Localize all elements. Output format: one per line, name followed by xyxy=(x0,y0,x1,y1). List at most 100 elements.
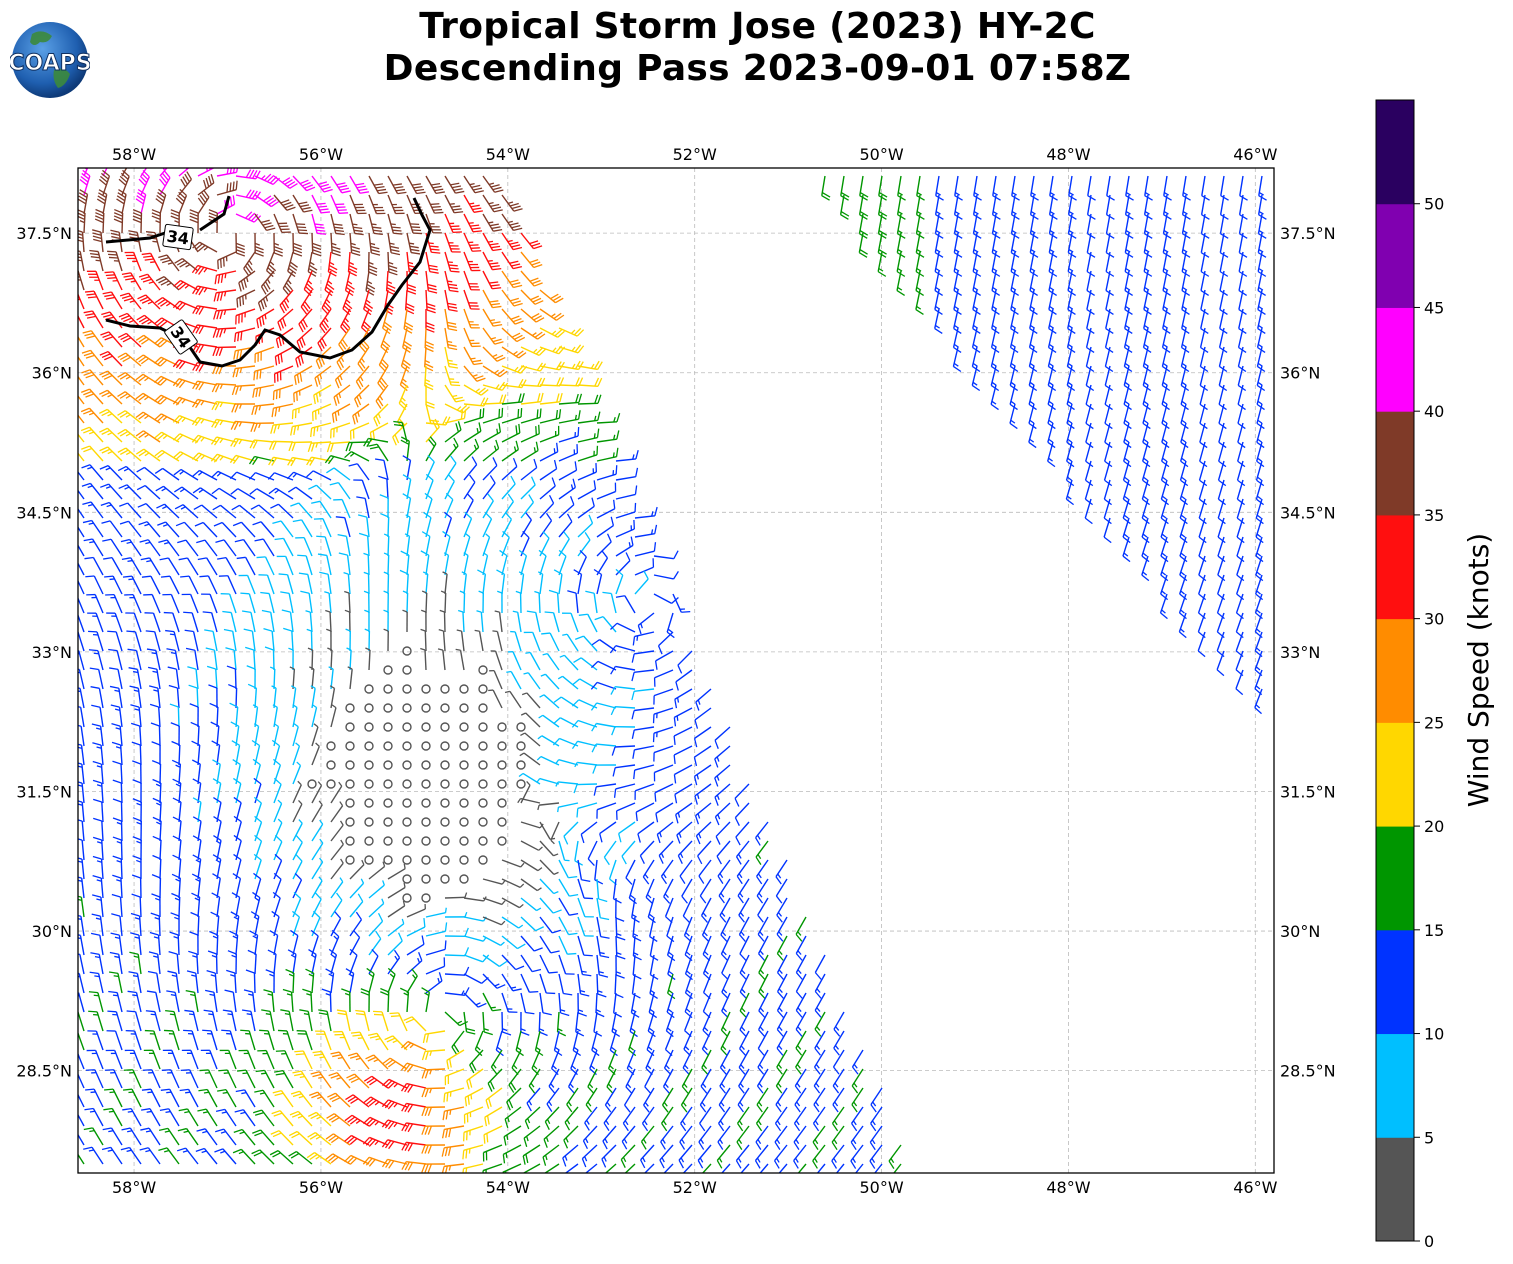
wind-barb xyxy=(1104,403,1113,430)
wind-barb xyxy=(1085,422,1094,449)
wind-barb xyxy=(519,752,541,766)
wind-barb xyxy=(230,420,256,431)
wind-barb xyxy=(78,452,85,462)
wind-barb xyxy=(1123,403,1132,430)
wind-barb xyxy=(89,249,104,272)
wind-barb xyxy=(84,556,104,576)
wind-barb xyxy=(558,360,584,371)
wind-barb xyxy=(192,469,218,481)
wind-barb xyxy=(877,251,887,277)
wind-barb xyxy=(401,1141,427,1152)
wind-barb xyxy=(184,1009,199,1032)
map-frame xyxy=(77,167,1275,1174)
lat-tick-label-right: 36°N xyxy=(1280,364,1320,383)
wind-barb xyxy=(177,539,199,557)
wind-barb xyxy=(349,893,364,918)
wind-barb xyxy=(360,988,370,1013)
wind-barb xyxy=(634,506,658,519)
wind-barb xyxy=(345,836,355,846)
wind-barb xyxy=(1236,479,1245,506)
wind-barb xyxy=(206,665,218,690)
wind-barb xyxy=(555,758,579,766)
wind-barb xyxy=(292,761,302,785)
wind-barb xyxy=(172,854,182,880)
wind-barb xyxy=(288,1130,313,1146)
wind-barb xyxy=(217,557,237,576)
lat-tick-label-right: 34.5°N xyxy=(1280,503,1336,522)
wind-barb xyxy=(132,817,142,842)
wind-barb xyxy=(105,1049,123,1070)
wind-barb xyxy=(1179,479,1188,506)
wind-barb xyxy=(1124,213,1134,239)
wind-barb xyxy=(478,703,488,713)
wind-barb xyxy=(330,801,344,823)
wind-barb xyxy=(758,1011,769,1037)
wind-barb xyxy=(992,175,1001,201)
wind-barb xyxy=(778,1163,788,1173)
wind-barb xyxy=(330,422,351,439)
wind-barb xyxy=(631,650,655,663)
wind-barb xyxy=(593,568,603,595)
wind-barb xyxy=(625,1068,636,1094)
wind-barb xyxy=(896,194,906,220)
wind-barb xyxy=(618,821,636,843)
wind-barb xyxy=(278,573,294,595)
wind-barb xyxy=(78,724,85,747)
wind-barb xyxy=(112,817,123,842)
wind-barb xyxy=(1198,460,1208,487)
wind-barb xyxy=(191,892,201,918)
wind-barb xyxy=(81,464,104,481)
wind-barb xyxy=(387,863,406,880)
wind-barb xyxy=(681,1068,693,1094)
wind-barb xyxy=(345,741,355,751)
wind-barb xyxy=(198,1088,218,1108)
wind-barb xyxy=(684,973,693,1000)
wind-barb xyxy=(269,1150,294,1165)
wind-barb xyxy=(193,504,218,519)
wind-barb xyxy=(812,1125,826,1151)
wind-barb xyxy=(463,493,474,519)
wind-barb xyxy=(78,395,85,405)
wind-barb xyxy=(1198,517,1207,544)
wind-barb xyxy=(1103,517,1112,544)
wind-barb xyxy=(464,1087,484,1107)
wind-barb xyxy=(601,1144,617,1168)
wind-barb xyxy=(400,550,410,576)
wind-barb xyxy=(666,935,676,962)
wind-barb xyxy=(425,194,444,214)
wind-barb xyxy=(273,777,282,804)
wind-barb xyxy=(368,930,382,956)
wind-barb xyxy=(506,1087,522,1111)
wind-barb xyxy=(520,781,531,804)
wind-barb xyxy=(501,213,523,232)
wind-barb xyxy=(349,213,364,236)
wind-barb xyxy=(81,369,104,386)
wind-barb xyxy=(1236,574,1245,601)
wind-barb xyxy=(850,1144,864,1169)
wind-barb xyxy=(577,497,595,519)
wind-barb xyxy=(235,189,261,200)
wind-barb xyxy=(425,213,442,234)
wind-barb xyxy=(758,992,769,1018)
wind-barb xyxy=(1086,194,1096,220)
wind-barb xyxy=(124,251,142,272)
wind-barb xyxy=(191,759,201,785)
wind-barb xyxy=(444,409,467,424)
wind-barb xyxy=(934,308,943,334)
wind-barb xyxy=(155,188,167,215)
wind-barb xyxy=(738,1049,750,1075)
wind-barb xyxy=(596,533,612,557)
wind-barb xyxy=(896,213,906,239)
wind-barb xyxy=(463,251,481,272)
wind-barb xyxy=(623,1087,636,1113)
wind-barb xyxy=(337,534,351,557)
wind-barb xyxy=(518,549,528,576)
wind-barb xyxy=(78,561,85,576)
wind-barb xyxy=(381,1099,408,1110)
wind-barb xyxy=(539,916,561,934)
wind-barb xyxy=(896,232,906,258)
wind-barb xyxy=(631,973,641,999)
wind-barb xyxy=(693,764,712,786)
wind-barb xyxy=(311,403,332,421)
wind-barb xyxy=(562,612,579,633)
